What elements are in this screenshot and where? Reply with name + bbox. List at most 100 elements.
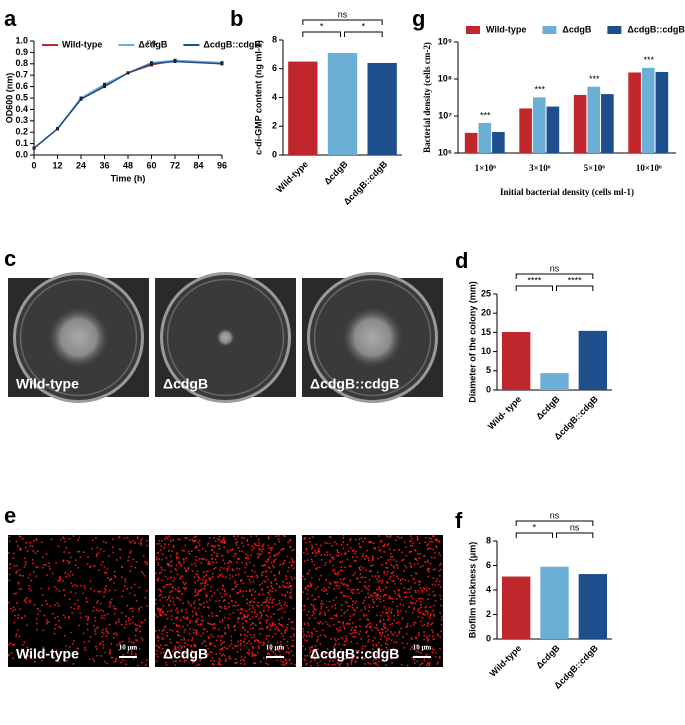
cell-speck xyxy=(351,626,354,629)
cell-speck xyxy=(197,579,199,582)
cell-speck xyxy=(353,559,356,562)
cell-speck xyxy=(432,548,434,551)
cell-speck xyxy=(223,593,226,596)
y-tick-label: 0.1 xyxy=(15,138,28,148)
cell-speck xyxy=(394,631,396,634)
cell-speck xyxy=(220,573,223,576)
cell-speck xyxy=(40,587,43,590)
cell-speck xyxy=(398,588,400,591)
cell-speck xyxy=(396,564,399,567)
x-tick-label: 5×10⁶ xyxy=(584,163,606,173)
cell-speck xyxy=(281,617,283,619)
cell-speck xyxy=(136,536,139,539)
cell-speck xyxy=(413,607,415,609)
cell-speck xyxy=(439,636,441,638)
cell-speck xyxy=(185,611,188,614)
x-tick-label: 72 xyxy=(170,160,180,170)
cell-speck xyxy=(430,613,432,615)
cell-speck xyxy=(335,614,338,616)
cell-speck xyxy=(367,610,370,612)
cell-speck xyxy=(346,602,348,604)
cell-speck xyxy=(261,589,264,591)
cell-speck xyxy=(357,577,359,579)
cell-speck xyxy=(157,655,159,658)
cell-speck xyxy=(18,635,21,638)
cell-speck xyxy=(89,580,92,583)
cell-speck xyxy=(203,606,205,608)
photo-label: ΔcdgB xyxy=(163,646,208,662)
cell-speck xyxy=(134,566,136,569)
cell-speck xyxy=(302,591,304,593)
cell-speck xyxy=(108,651,111,654)
cell-speck xyxy=(224,607,226,610)
cell-speck xyxy=(403,570,405,572)
cell-speck xyxy=(426,544,428,547)
cell-speck xyxy=(328,586,331,589)
cell-speck xyxy=(263,580,265,583)
x-tick-label: 60 xyxy=(146,160,156,170)
cell-speck xyxy=(259,660,262,663)
cell-speck xyxy=(269,581,272,583)
point xyxy=(173,60,177,64)
cell-speck xyxy=(378,585,381,588)
cell-speck xyxy=(273,566,276,569)
cell-speck xyxy=(314,659,316,661)
cell-speck xyxy=(251,655,253,657)
cell-speck xyxy=(156,558,158,561)
cell-speck xyxy=(58,577,61,580)
cell-speck xyxy=(345,583,347,586)
cell-speck xyxy=(419,566,422,568)
cell-speck xyxy=(162,628,165,631)
cell-speck xyxy=(171,590,173,592)
cell-speck xyxy=(285,578,287,581)
cell-speck xyxy=(49,605,52,608)
cell-speck xyxy=(285,586,287,588)
cell-speck xyxy=(439,574,441,577)
cell-speck xyxy=(51,613,54,615)
cell-speck xyxy=(70,631,72,634)
cell-speck xyxy=(86,563,89,565)
cell-speck xyxy=(164,644,167,646)
cell-speck xyxy=(111,598,113,601)
cell-speck xyxy=(232,569,235,572)
cell-speck xyxy=(290,576,292,578)
point xyxy=(56,127,59,131)
cell-speck xyxy=(97,590,99,593)
cell-speck xyxy=(347,584,349,587)
cell-speck xyxy=(277,535,280,537)
cell-speck xyxy=(164,543,166,545)
cell-speck xyxy=(398,549,400,551)
cell-speck xyxy=(392,571,395,573)
cell-speck xyxy=(374,591,377,594)
cell-speck xyxy=(206,594,209,597)
cell-speck xyxy=(391,608,393,611)
cell-speck xyxy=(12,657,14,659)
cell-speck xyxy=(333,588,336,590)
cell-speck xyxy=(195,633,198,636)
cell-speck xyxy=(168,604,171,607)
cell-speck xyxy=(29,545,31,547)
cell-speck xyxy=(143,575,146,577)
cell-speck xyxy=(354,552,356,555)
cell-speck xyxy=(100,641,102,644)
cell-speck xyxy=(180,646,183,649)
cell-speck xyxy=(389,597,392,599)
cell-speck xyxy=(273,561,275,563)
cell-speck xyxy=(266,615,269,618)
cell-speck xyxy=(194,539,197,542)
cell-speck xyxy=(30,579,32,582)
cell-speck xyxy=(379,619,382,622)
cell-speck xyxy=(252,653,254,656)
cell-speck xyxy=(229,657,232,660)
cell-speck xyxy=(340,591,343,594)
cell-speck xyxy=(391,556,394,558)
cell-speck xyxy=(236,651,239,653)
cell-speck xyxy=(27,577,30,579)
bar xyxy=(546,106,560,153)
cell-speck xyxy=(415,572,418,575)
cell-speck xyxy=(358,649,360,652)
cell-speck xyxy=(159,599,161,601)
cell-speck xyxy=(237,608,240,611)
cell-speck xyxy=(405,566,408,569)
cell-speck xyxy=(64,594,66,597)
